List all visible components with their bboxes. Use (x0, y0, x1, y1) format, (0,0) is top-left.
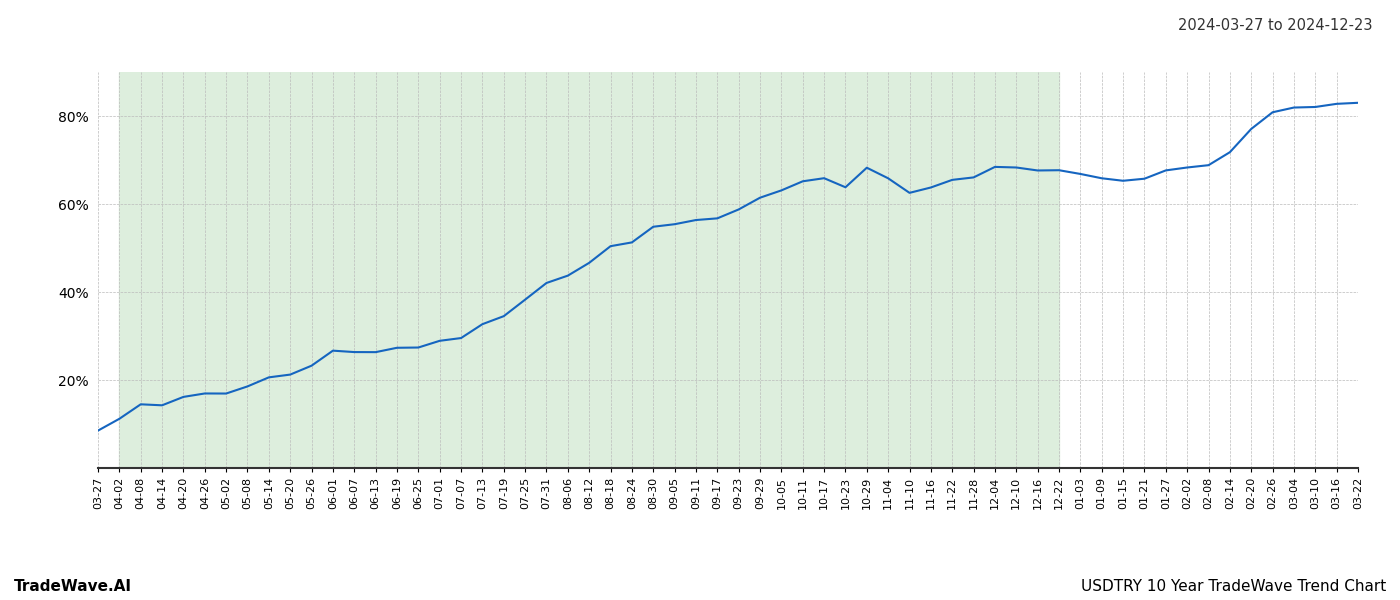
Text: 2024-03-27 to 2024-12-23: 2024-03-27 to 2024-12-23 (1177, 18, 1372, 33)
Bar (119, 72, 1058, 468)
Text: USDTRY 10 Year TradeWave Trend Chart: USDTRY 10 Year TradeWave Trend Chart (1081, 579, 1386, 594)
Text: TradeWave.AI: TradeWave.AI (14, 579, 132, 594)
